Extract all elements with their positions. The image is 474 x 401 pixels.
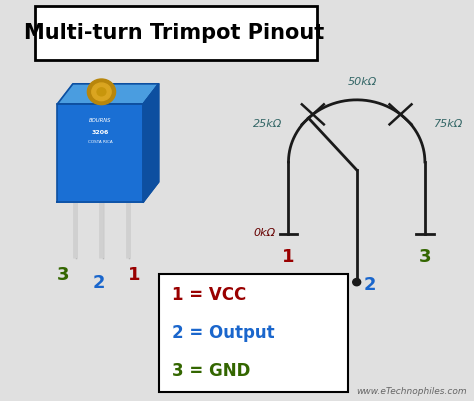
Text: BOURNS: BOURNS [89, 118, 111, 123]
Polygon shape [143, 85, 159, 203]
Text: 3: 3 [419, 247, 431, 265]
FancyBboxPatch shape [56, 104, 144, 203]
Text: 0kΩ: 0kΩ [253, 227, 275, 237]
Circle shape [92, 84, 111, 101]
Text: 2 = Output: 2 = Output [172, 323, 274, 341]
Text: COSTA RICA: COSTA RICA [88, 140, 112, 143]
Text: 3 = GND: 3 = GND [172, 361, 250, 379]
Text: www.eTechnophiles.com: www.eTechnophiles.com [356, 387, 467, 395]
Text: 3: 3 [57, 265, 69, 284]
FancyBboxPatch shape [159, 274, 348, 392]
Circle shape [97, 89, 106, 97]
Text: 25kΩ: 25kΩ [253, 119, 282, 129]
Circle shape [353, 279, 361, 286]
Text: 75kΩ: 75kΩ [434, 119, 463, 129]
Text: 2: 2 [93, 273, 106, 292]
FancyBboxPatch shape [36, 7, 317, 61]
Text: 1: 1 [128, 265, 141, 284]
Text: Multi-turn Trimpot Pinout: Multi-turn Trimpot Pinout [24, 23, 324, 43]
Text: 1 = VCC: 1 = VCC [172, 286, 246, 304]
Text: 50kΩ: 50kΩ [347, 77, 377, 86]
Text: 1: 1 [282, 247, 295, 265]
Polygon shape [57, 85, 159, 105]
Text: 3206: 3206 [91, 129, 109, 134]
Text: 2: 2 [364, 275, 376, 294]
Circle shape [87, 80, 116, 105]
